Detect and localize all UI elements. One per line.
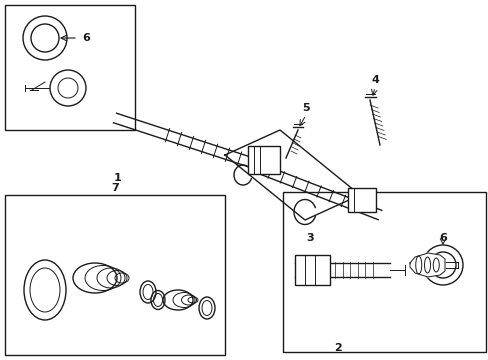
- Text: 3: 3: [305, 233, 313, 243]
- Text: 7: 7: [111, 183, 119, 193]
- Text: 2: 2: [333, 343, 341, 353]
- Polygon shape: [409, 253, 444, 277]
- Bar: [247, 146, 280, 174]
- Bar: [294, 255, 329, 285]
- Text: 1: 1: [114, 173, 122, 183]
- Bar: [347, 188, 375, 212]
- Bar: [283, 192, 485, 352]
- Text: 6: 6: [82, 33, 90, 43]
- Text: 6: 6: [438, 233, 446, 243]
- Bar: [5, 5, 135, 130]
- Text: 5: 5: [302, 103, 309, 113]
- Circle shape: [50, 70, 86, 106]
- Bar: [5, 195, 224, 355]
- Text: 4: 4: [370, 75, 378, 85]
